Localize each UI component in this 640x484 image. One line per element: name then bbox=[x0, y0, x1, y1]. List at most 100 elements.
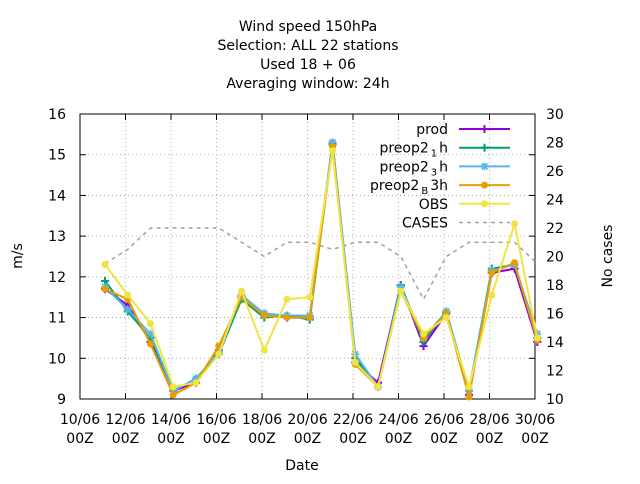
title-line: Selection: ALL 22 stations bbox=[217, 38, 398, 54]
x-tick-label-hour: 00Z bbox=[294, 431, 321, 447]
x-axis-ticks: 10/06 00Z 12/06 00Z 14/06 00Z 16/06 00Z 18/06 00Z… bbox=[60, 114, 555, 447]
data-point bbox=[442, 314, 450, 322]
y2-tick-label: 24 bbox=[546, 193, 564, 209]
y2-tick-label: 14 bbox=[546, 335, 564, 351]
y2-tick-label: 30 bbox=[546, 107, 564, 123]
series-line bbox=[104, 142, 539, 396]
legend-label: OBS bbox=[419, 197, 448, 213]
x-tick-label-date: 14/06 bbox=[151, 412, 191, 428]
y-tick-label: 13 bbox=[48, 229, 66, 245]
data-point bbox=[374, 383, 382, 391]
grid bbox=[80, 114, 535, 399]
y-axis-label: m/s bbox=[10, 243, 26, 269]
data-point bbox=[397, 287, 405, 295]
x-tick-label-hour: 00Z bbox=[112, 431, 139, 447]
x-tick-label-date: 10/06 bbox=[60, 412, 100, 428]
legend-entry: preop2 B 3h bbox=[370, 178, 510, 197]
series-obs bbox=[101, 147, 541, 391]
x-tick-label-date: 20/06 bbox=[287, 412, 327, 428]
y-axis-ticks: 9 10 11 12 13 14 15 16 bbox=[48, 107, 535, 408]
data-point bbox=[488, 269, 496, 277]
y-tick-label: 12 bbox=[48, 270, 66, 286]
x-tick-label-date: 28/06 bbox=[469, 412, 509, 428]
x-tick-label-date: 18/06 bbox=[242, 412, 282, 428]
legend-marker bbox=[480, 125, 489, 133]
legend-label: preop2 3 h bbox=[379, 159, 448, 178]
series bbox=[101, 138, 542, 401]
data-point bbox=[169, 383, 177, 391]
legend-marker bbox=[480, 162, 489, 171]
legend-entry: CASES bbox=[402, 216, 510, 232]
data-point bbox=[306, 314, 314, 322]
data-point bbox=[238, 287, 246, 295]
data-point bbox=[260, 312, 268, 320]
data-point bbox=[147, 320, 155, 328]
x-tick-label-hour: 00Z bbox=[66, 431, 93, 447]
legend-label: prod bbox=[416, 122, 448, 138]
data-point bbox=[147, 340, 155, 348]
series-line bbox=[104, 227, 538, 301]
y-tick-label: 11 bbox=[48, 311, 66, 327]
data-point bbox=[465, 383, 473, 391]
x-tick-label-date: 26/06 bbox=[424, 412, 464, 428]
series-line bbox=[104, 150, 539, 391]
x-tick-label-hour: 00Z bbox=[430, 431, 457, 447]
y-tick-label: 15 bbox=[48, 148, 66, 164]
chart-title: Wind speed 150hPa Selection: ALL 22 stati… bbox=[217, 19, 398, 92]
y2-tick-label: 18 bbox=[546, 278, 564, 294]
legend-entry: prod bbox=[416, 122, 510, 138]
x-tick-label-hour: 00Z bbox=[157, 431, 184, 447]
data-point bbox=[329, 147, 337, 155]
title-line: Averaging window: 24h bbox=[226, 76, 389, 92]
data-point bbox=[306, 293, 314, 301]
data-point bbox=[420, 330, 428, 338]
y2-axis-ticks: 10 12 14 16 18 20 22 24 26 28 30 bbox=[546, 107, 564, 408]
plot-frame bbox=[79, 113, 536, 400]
y2-tick-label: 12 bbox=[546, 364, 564, 380]
data-point bbox=[260, 346, 268, 354]
series-preop2-3h bbox=[101, 138, 542, 395]
data-point bbox=[283, 295, 291, 303]
x-tick-label-hour: 00Z bbox=[476, 431, 503, 447]
data-point bbox=[192, 379, 200, 387]
series-line bbox=[104, 144, 539, 393]
legend-entry: OBS bbox=[419, 197, 510, 213]
y2-tick-label: 28 bbox=[546, 136, 564, 152]
x-tick-label-hour: 00Z bbox=[339, 431, 366, 447]
series-line bbox=[104, 142, 539, 393]
data-point bbox=[101, 285, 109, 293]
y-tick-label: 16 bbox=[48, 107, 66, 123]
y-tick-label: 10 bbox=[48, 351, 66, 367]
x-tick-label-date: 24/06 bbox=[378, 412, 418, 428]
y2-tick-label: 22 bbox=[546, 221, 564, 237]
data-point bbox=[511, 259, 519, 267]
series-line bbox=[104, 146, 539, 398]
y-tick-label: 14 bbox=[48, 188, 66, 204]
y2-tick-label: 16 bbox=[546, 307, 564, 323]
x-tick-label-hour: 00Z bbox=[203, 431, 230, 447]
data-point bbox=[169, 391, 177, 399]
data-point bbox=[511, 220, 519, 228]
data-point bbox=[123, 305, 132, 314]
legend-marker bbox=[481, 200, 488, 208]
data-point bbox=[488, 291, 496, 299]
x-tick-label-date: 22/06 bbox=[333, 412, 373, 428]
data-point bbox=[533, 334, 541, 342]
legend-entry: preop2 1 h bbox=[379, 141, 510, 160]
legend-marker bbox=[481, 181, 488, 189]
series-cases bbox=[104, 227, 538, 301]
data-point bbox=[124, 291, 132, 299]
x-tick-label-date: 16/06 bbox=[196, 412, 236, 428]
legend-label: preop2 B 3h bbox=[370, 178, 448, 197]
title-line: Wind speed 150hPa bbox=[239, 19, 377, 35]
legend-marker bbox=[480, 143, 489, 152]
x-tick-label-hour: 00Z bbox=[521, 431, 548, 447]
title-line: Used 18 + 06 bbox=[260, 57, 356, 73]
legend-label: CASES bbox=[402, 216, 448, 232]
y2-axis-label: No cases bbox=[600, 225, 616, 288]
y2-tick-label: 10 bbox=[546, 392, 564, 408]
legend-entry: preop2 3 h bbox=[379, 159, 510, 178]
